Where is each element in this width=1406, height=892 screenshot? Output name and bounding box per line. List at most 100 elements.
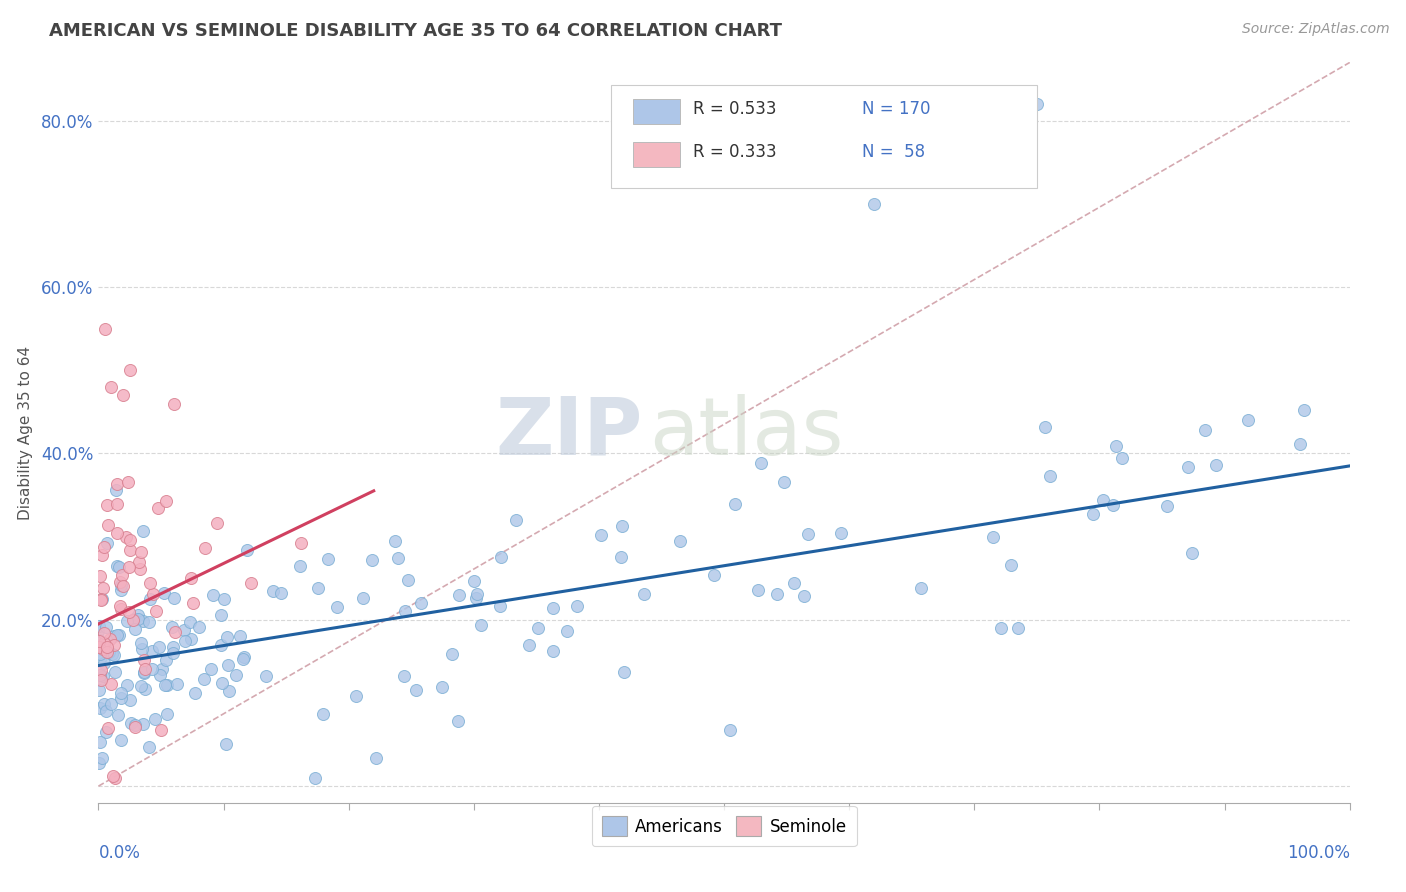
Point	[108, 574, 131, 589]
Point	[162, 640, 184, 655]
Point	[344, 689, 367, 703]
Text: N =  58: N = 58	[862, 143, 925, 161]
Point	[441, 647, 464, 661]
Point	[90, 673, 112, 687]
Point	[89, 701, 111, 715]
Point	[1039, 468, 1062, 483]
Point	[129, 636, 152, 650]
Point	[153, 586, 176, 600]
Text: N = 170: N = 170	[862, 100, 931, 118]
Point	[229, 629, 252, 643]
Point	[703, 568, 725, 582]
Point	[724, 497, 747, 511]
FancyBboxPatch shape	[612, 85, 1038, 188]
Point	[613, 665, 636, 679]
Point	[262, 584, 284, 599]
Point	[160, 620, 183, 634]
FancyBboxPatch shape	[633, 99, 681, 124]
Point	[1091, 492, 1114, 507]
Point	[96, 499, 118, 513]
Legend: Americans, Seminole: Americans, Seminole	[592, 806, 856, 847]
Point	[89, 647, 111, 661]
Point	[465, 591, 488, 606]
Point	[134, 653, 156, 667]
Point	[124, 612, 146, 626]
Point	[118, 543, 141, 558]
Point	[118, 605, 141, 619]
Point	[96, 518, 118, 533]
Point	[405, 683, 427, 698]
Point	[1083, 507, 1105, 521]
Point	[749, 457, 772, 471]
Point	[93, 321, 115, 335]
Point	[90, 592, 112, 607]
Text: atlas: atlas	[650, 393, 844, 472]
Point	[610, 550, 633, 565]
Point	[108, 628, 131, 642]
Point	[111, 579, 134, 593]
Point	[103, 638, 125, 652]
Point	[91, 591, 114, 606]
Point	[156, 706, 179, 721]
Point	[96, 704, 118, 718]
Point	[110, 733, 132, 747]
Point	[326, 600, 349, 615]
Point	[87, 633, 110, 648]
Point	[209, 608, 232, 623]
Point	[134, 681, 156, 696]
Point	[132, 614, 155, 628]
Point	[1007, 621, 1029, 635]
Point	[120, 693, 142, 707]
Point	[94, 724, 117, 739]
Text: AMERICAN VS SEMINOLE DISABILITY AGE 35 TO 64 CORRELATION CHART: AMERICAN VS SEMINOLE DISABILITY AGE 35 T…	[49, 22, 782, 40]
Point	[193, 672, 215, 686]
Point	[124, 622, 146, 636]
Point	[527, 621, 550, 635]
Point	[307, 581, 329, 595]
Point	[153, 678, 176, 692]
Point	[100, 677, 122, 691]
Point	[173, 624, 195, 638]
Point	[118, 559, 141, 574]
Point	[141, 643, 163, 657]
Point	[1181, 546, 1204, 560]
Point	[194, 541, 217, 556]
Point	[179, 615, 201, 629]
Point	[93, 626, 115, 640]
Point	[127, 607, 149, 622]
Point	[90, 663, 112, 677]
Point	[1156, 499, 1178, 513]
Point	[200, 662, 222, 676]
Point	[1102, 498, 1125, 512]
Point	[1033, 419, 1056, 434]
Point	[766, 587, 789, 601]
Point	[505, 513, 527, 527]
Point	[87, 640, 110, 654]
Point	[180, 632, 202, 646]
Point	[105, 628, 128, 642]
Point	[1111, 450, 1133, 465]
Point	[290, 536, 312, 550]
Point	[830, 526, 852, 541]
Point	[184, 686, 207, 700]
Point	[100, 647, 122, 661]
Point	[211, 675, 233, 690]
Point	[990, 621, 1012, 635]
Point	[89, 668, 111, 682]
Point	[205, 516, 228, 530]
Point	[118, 363, 141, 377]
Point	[131, 642, 153, 657]
Point	[180, 571, 202, 585]
Point	[215, 737, 238, 751]
Point	[217, 657, 239, 672]
Point	[304, 771, 326, 785]
Text: 0.0%: 0.0%	[98, 844, 141, 862]
Point	[718, 723, 741, 737]
Point	[104, 665, 127, 679]
Point	[254, 669, 277, 683]
Point	[139, 575, 162, 590]
Point	[447, 714, 470, 729]
Point	[93, 697, 115, 711]
Point	[181, 596, 204, 610]
Point	[394, 603, 416, 617]
